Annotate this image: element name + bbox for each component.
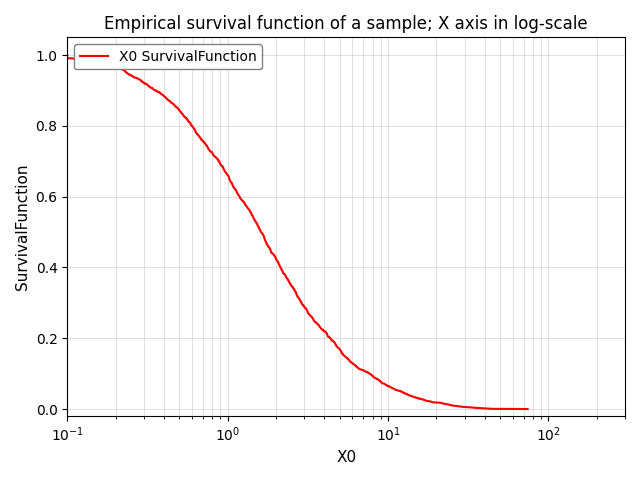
X0 SurvivalFunction [333,344,340,349]
Y-axis label: SurvivalFunction: SurvivalFunction [15,164,30,290]
X0 SurvivalFunction [125,71,132,77]
X0 SurvivalFunction [96,60,104,66]
X0 SurvivalFunction [524,406,531,412]
Title: Empirical survival function of a sample; X axis in log-scale: Empirical survival function of a sample;… [104,15,588,33]
X0 SurvivalFunction [146,84,154,89]
X0 SurvivalFunction [230,184,237,190]
X0 SurvivalFunction [277,265,285,271]
X-axis label: X0: X0 [336,450,356,465]
Legend: X0 SurvivalFunction: X0 SurvivalFunction [74,44,262,70]
X0 SurvivalFunction [63,52,71,58]
Line: X0 SurvivalFunction: X0 SurvivalFunction [8,55,527,409]
